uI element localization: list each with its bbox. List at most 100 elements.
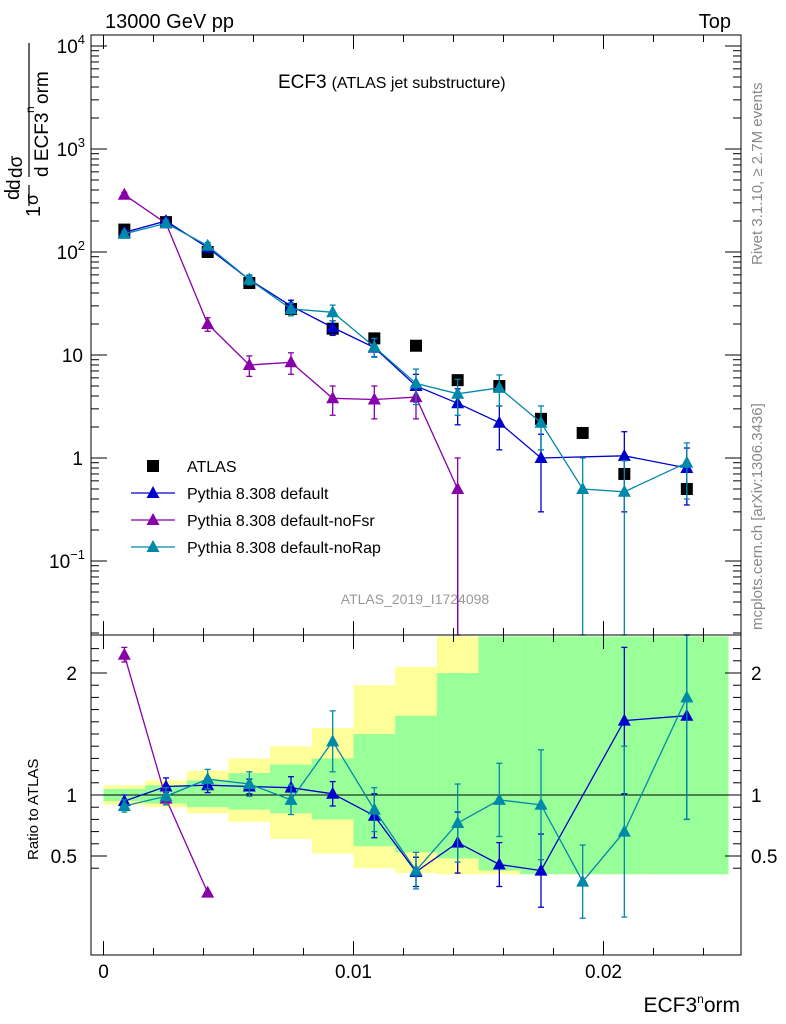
main-y-tick-label: 103: [57, 135, 85, 161]
ratio-series-0-point: [326, 786, 340, 799]
main-y-tick-label: 104: [57, 32, 85, 58]
series-2-point: [242, 357, 256, 370]
svg-text:σ: σ: [22, 194, 42, 205]
x-tick-label: 0: [98, 962, 109, 983]
series-3-point: [576, 482, 590, 495]
series-2-point: [284, 355, 298, 368]
ratio-y-tick-label-right: 2: [751, 664, 762, 685]
ratio-series-2-point: [409, 863, 423, 876]
ratio-series-2-point: [284, 792, 298, 805]
main-y-axis-label: 1 σ d: [2, 185, 45, 217]
ratio-data-marks: [117, 634, 694, 919]
legend-entry-label: Pythia 8.308 default-noFsr: [187, 513, 375, 530]
series-3-point: [326, 305, 340, 318]
series-2-point: [367, 392, 381, 405]
series-3-point: [492, 380, 506, 393]
series-2-line: [123, 194, 459, 635]
series-3-line: [124, 222, 688, 493]
ratio-series-2-line: [124, 697, 688, 883]
x-tick-label: 0.02: [585, 962, 622, 983]
ratio-series-0-point: [492, 857, 506, 870]
ratio-axis-ticks: 0.5 0.5 1 1 2 2 0 0.01 0.02: [51, 635, 777, 983]
main-y-tick-label: 1: [72, 449, 83, 470]
main-y-axis-label-2: d dσ d ECF3 n orm: [4, 43, 53, 190]
legend-entry-label: Pythia 8.308 default: [187, 486, 329, 503]
svg-text:n: n: [23, 106, 37, 113]
ratio-series-2-point: [326, 734, 340, 747]
ratio-uncertainty-bands: [103, 636, 729, 875]
legend-entry-label: ATLAS: [187, 459, 237, 476]
series-1-line: [124, 220, 687, 469]
ratio-series-2-point: [534, 797, 548, 810]
series-3-point: [117, 226, 131, 239]
legend-entry-label: Pythia 8.308 default-noRap: [187, 540, 381, 557]
ratio-series-0-point: [617, 713, 631, 726]
svg-text:d: d: [2, 189, 24, 200]
series-0-point: [576, 426, 589, 439]
ratio-band-green: [561, 636, 604, 875]
ratio-series-1-point: [201, 885, 215, 898]
legend: ATLAS Pythia 8.308 default Pythia 8.308 de…: [131, 459, 381, 557]
svg-text:d: d: [4, 179, 25, 190]
ratio-y-tick-label: 1: [66, 786, 77, 807]
series-3-point: [367, 339, 381, 352]
main-y-tick-label: 10: [62, 346, 83, 367]
ratio-series-2-point: [617, 824, 631, 837]
ratio-band-green: [395, 715, 437, 853]
series-1-point: [534, 451, 548, 463]
ratio-series-2-point: [117, 798, 131, 811]
ratio-y-tick-label-right: 1: [751, 786, 762, 807]
series-3-point: [451, 386, 465, 399]
ratio-series-0-point: [534, 863, 548, 876]
series-3-point: [159, 216, 173, 229]
series-2-point: [451, 482, 465, 495]
x-axis-label: ECF3norm: [643, 992, 740, 1017]
legend-marker: [146, 540, 160, 552]
header-energy-label: 13000 GeV pp: [105, 11, 234, 33]
series-1-point: [326, 320, 340, 333]
series-3-point: [284, 301, 298, 314]
ratio-series-2-point: [576, 874, 590, 887]
series-1-point: [617, 448, 631, 461]
series-3-point: [617, 484, 631, 497]
series-3-point: [680, 455, 694, 468]
svg-text:orm: orm: [32, 71, 53, 104]
legend-marker: [146, 513, 160, 525]
series-2-point: [117, 187, 131, 200]
ratio-series-2-point: [492, 792, 506, 805]
ratio-series-2-point: [367, 802, 381, 815]
legend-marker: [147, 460, 159, 472]
svg-text:1: 1: [23, 206, 45, 217]
ratio-series-2-point: [201, 772, 215, 785]
mcplots-label: mcplots.cern.ch [arXiv:1306.3436]: [749, 403, 766, 630]
watermark-analysis-id: ATLAS_2019_I1724098: [341, 591, 490, 607]
series-1-point: [492, 415, 506, 428]
ratio-series-2-point: [242, 777, 256, 790]
series-0-point: [410, 339, 422, 352]
x-tick-label: 0.01: [335, 962, 372, 983]
main-y-tick-label: 102: [57, 238, 85, 264]
series-3-point: [534, 415, 548, 428]
plot-title: ECF3 (ATLAS jet substructure): [278, 72, 506, 93]
series-2-point: [326, 391, 340, 404]
main-y-tick-label: 10−1: [49, 547, 85, 573]
series-2-point: [201, 316, 215, 329]
series-3-point: [201, 238, 215, 251]
ratio-y-axis-label: Ratio to ATLAS: [25, 759, 42, 860]
svg-text:d ECF3: d ECF3: [32, 113, 53, 177]
legend-marker: [146, 486, 160, 498]
ratio-series-1-point: [117, 647, 131, 660]
ratio-panel: 0.5 0.5 1 1 2 2 0 0.01 0.02 Ratio to ATLAS ECF3n…: [25, 634, 777, 1017]
series-3-point: [409, 376, 423, 389]
main-y-label-num: dσ: [6, 155, 27, 178]
ratio-series-2-point: [159, 789, 173, 802]
ratio-series-2-point: [680, 690, 694, 703]
header-process-label: Top: [699, 11, 731, 33]
ratio-y-tick-label: 0.5: [51, 847, 77, 868]
series-3-point: [242, 272, 256, 285]
ratio-y-tick-label: 2: [66, 664, 77, 685]
ratio-y-tick-label-right: 0.5: [751, 847, 777, 868]
